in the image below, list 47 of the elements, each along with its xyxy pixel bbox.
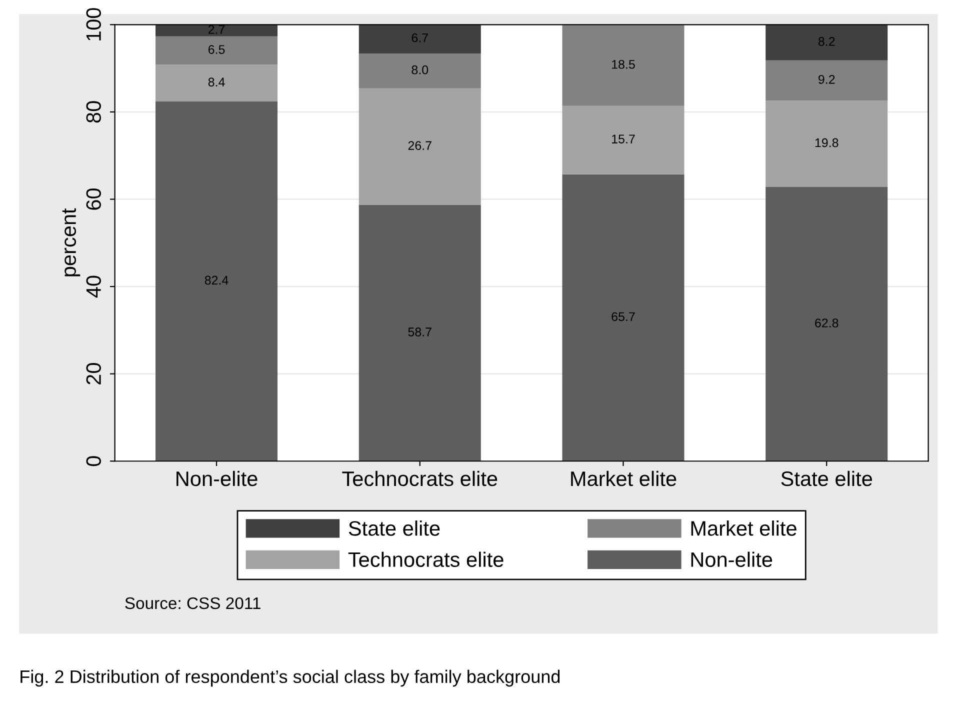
bar (562, 106, 684, 174)
y-axis-title: percent (62, 208, 80, 276)
x-tick-label: Non-elite (176, 470, 258, 486)
bar (562, 174, 684, 462)
data-label: 19.8 (815, 138, 838, 148)
data-label: 65.7 (612, 312, 635, 322)
data-label: 26.7 (408, 141, 432, 150)
bar (766, 100, 888, 188)
legend-label: Market elite (691, 520, 796, 536)
bar (358, 24, 481, 54)
data-label: 8.0 (412, 65, 428, 74)
legend-label: Non-elite (691, 552, 772, 568)
data-label: 8.2 (818, 37, 835, 46)
bar (358, 204, 481, 462)
bar (766, 24, 888, 60)
bar (766, 187, 888, 462)
data-label: 6.7 (412, 33, 428, 42)
bar (156, 64, 278, 102)
data-label: 15.7 (612, 134, 635, 144)
data-label: 2.7 (208, 25, 225, 34)
bar (358, 88, 481, 205)
data-label: 8.4 (208, 78, 225, 86)
bar (766, 60, 888, 101)
x-tick-label: Technocrats elite (342, 470, 498, 486)
data-label: 62.8 (815, 318, 838, 328)
bar (358, 53, 481, 88)
data-label: 9.2 (818, 75, 835, 84)
y-tick-label: 40 (86, 276, 101, 298)
bar (562, 25, 684, 106)
bar (156, 24, 278, 36)
data-label: 58.7 (408, 328, 432, 336)
bar (156, 101, 278, 462)
x-tick-label: State elite (781, 470, 872, 486)
y-tick-label: 0 (86, 456, 101, 466)
y-tick-label: 20 (86, 363, 101, 384)
legend-label: State elite (348, 520, 440, 536)
data-label: 6.5 (208, 45, 225, 54)
y-tick-label: 60 (86, 188, 101, 210)
bar (156, 36, 278, 65)
x-tick-label: Market elite (571, 470, 676, 486)
legend-label: Technocrats elite (348, 552, 504, 568)
y-tick-label: 80 (86, 101, 101, 123)
source-note: Source: CSS 2011 (125, 597, 260, 610)
data-label: 82.4 (204, 276, 228, 285)
data-label: 18.5 (612, 60, 635, 69)
y-tick-label: 100 (86, 8, 101, 40)
caption: Fig. 2 Distribution of respondent’s social class by family background (20, 670, 560, 687)
